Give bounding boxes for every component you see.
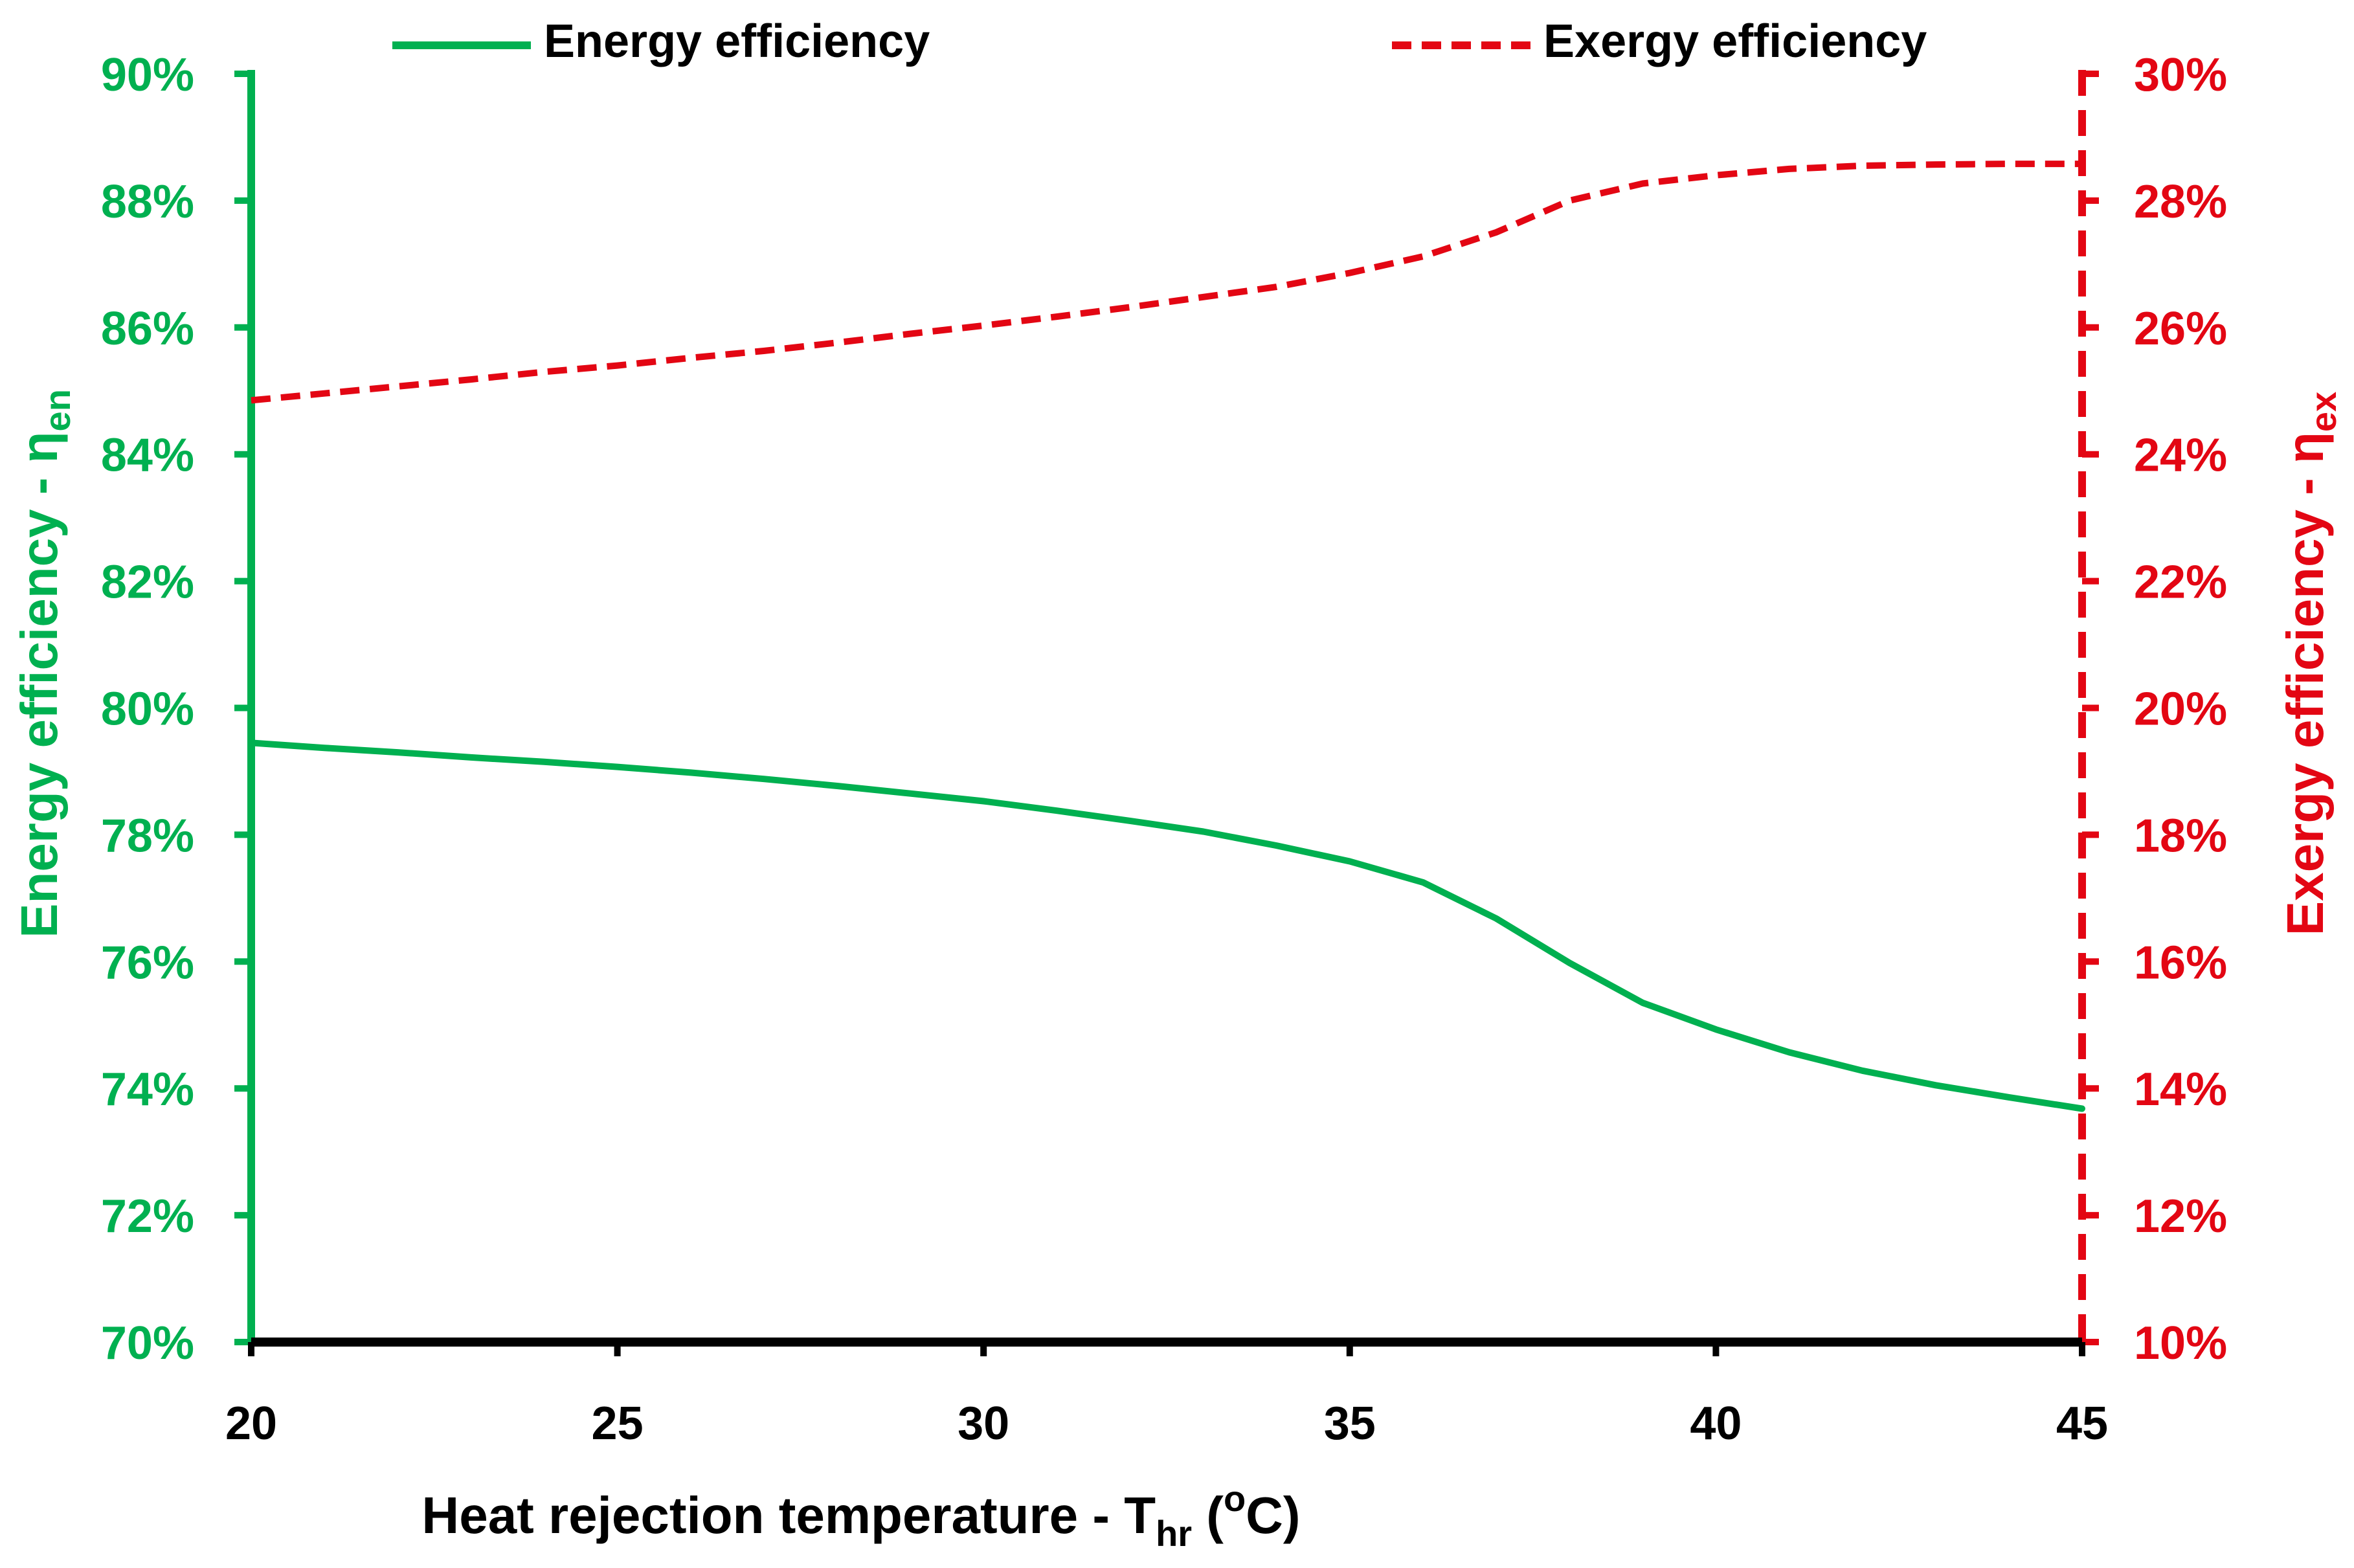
- legend: Energy efficiency Exergy efficiency: [392, 16, 1927, 67]
- data-point-energy: [2008, 1096, 2010, 1099]
- data-point-energy: [1128, 820, 1131, 822]
- y-tick-label-right: 12%: [2134, 1191, 2227, 1242]
- data-point-exergy: [469, 378, 472, 381]
- y-tick-label-left: 80%: [101, 684, 194, 735]
- y-axis-title-left: Energy efficiency - ηen: [10, 389, 78, 938]
- x-tick-label: 25: [592, 1398, 644, 1450]
- series-line-exergy: [251, 161, 2082, 404]
- y-tick-label-left: 76%: [101, 937, 194, 989]
- data-point-exergy: [1714, 174, 1717, 177]
- data-point-energy: [1714, 1028, 1717, 1031]
- data-point-energy: [1788, 1051, 1791, 1053]
- data-point-energy: [1495, 917, 1497, 920]
- data-point-exergy: [763, 350, 765, 352]
- data-point-energy: [250, 741, 252, 744]
- y-tick-label-right: 24%: [2134, 430, 2227, 482]
- data-point-energy: [1275, 844, 1278, 847]
- data-point-exergy: [836, 341, 838, 344]
- data-point-exergy: [982, 324, 985, 327]
- data-point-exergy: [396, 385, 399, 388]
- data-point-exergy: [689, 357, 692, 359]
- data-point-exergy: [616, 364, 619, 367]
- data-point-exergy: [1568, 199, 1571, 202]
- data-point-exergy: [2008, 162, 2010, 165]
- data-point-energy: [323, 746, 326, 749]
- data-point-energy: [2081, 1108, 2083, 1110]
- y-tick-label-left: 88%: [101, 176, 194, 228]
- data-point-energy: [1641, 1002, 1644, 1004]
- data-point-exergy: [1202, 296, 1205, 298]
- data-point-exergy: [1275, 286, 1278, 288]
- y-tick-label-right: 20%: [2134, 684, 2227, 735]
- x-tick-label: 35: [1324, 1398, 1376, 1450]
- y-tick-label-left: 70%: [101, 1317, 194, 1369]
- data-point-exergy: [909, 333, 912, 335]
- legend-label-exergy: Exergy efficiency: [1543, 16, 1927, 67]
- data-point-energy: [1568, 961, 1571, 964]
- y-tick-label-right: 28%: [2134, 176, 2227, 228]
- data-point-exergy: [543, 370, 546, 373]
- data-point-exergy: [1641, 183, 1644, 185]
- data-point-energy: [836, 785, 838, 787]
- tick-labels: 70% 72% 74% 76% 78% 80% 82% 84% 86% 88% 90% 10% 12% 1…: [101, 49, 2227, 1450]
- data-point-exergy: [323, 392, 326, 395]
- data-point-energy: [396, 751, 399, 754]
- y-tick-label-right: 14%: [2134, 1064, 2227, 1115]
- data-point-energy: [1934, 1084, 1937, 1086]
- data-point-exergy: [1788, 168, 1791, 170]
- y-tick-label-right: 26%: [2134, 303, 2227, 355]
- legend-label-energy: Energy efficiency: [544, 16, 930, 67]
- x-tick-label: 45: [2056, 1398, 2108, 1450]
- data-point-exergy: [1495, 231, 1497, 234]
- x-axis-title: Heat rejection temperature - Thr (oC): [421, 1478, 1300, 1554]
- data-point-energy: [982, 800, 985, 803]
- y-tick-label-left: 82%: [101, 557, 194, 609]
- data-point-energy: [1349, 860, 1351, 863]
- data-point-energy: [689, 771, 692, 774]
- x-tick-label: 40: [1690, 1398, 1742, 1450]
- y-axis-title-right: Exergy efficiency - ηex: [2276, 392, 2344, 935]
- data-point-energy: [469, 756, 472, 759]
- data-point-energy: [909, 792, 912, 795]
- x-tick-label: 30: [958, 1398, 1009, 1450]
- y-tick-label-right: 22%: [2134, 557, 2227, 609]
- data-point-exergy: [1422, 255, 1424, 258]
- axes: [247, 70, 2086, 1347]
- data-point-energy: [1202, 831, 1205, 833]
- y-tick-label-left: 90%: [101, 49, 194, 101]
- y-tick-label-left: 86%: [101, 303, 194, 355]
- y-tick-label-left: 84%: [101, 430, 194, 482]
- data-point-energy: [616, 766, 619, 768]
- y-tick-label-right: 16%: [2134, 937, 2227, 989]
- y-tick-label-left: 72%: [101, 1191, 194, 1242]
- y-tick-label-right: 18%: [2134, 810, 2227, 862]
- data-point-exergy: [1861, 164, 1864, 167]
- series-line-energy: [248, 739, 2085, 1112]
- data-point-energy: [1055, 809, 1058, 812]
- data-point-exergy: [250, 399, 252, 401]
- data-point-energy: [543, 761, 546, 763]
- data-point-exergy: [1128, 306, 1131, 309]
- data-point-exergy: [2081, 162, 2083, 165]
- data-point-exergy: [1055, 315, 1058, 318]
- x-tick-label: 20: [225, 1398, 277, 1450]
- data-point-energy: [763, 778, 765, 780]
- y-tick-label-left: 74%: [101, 1064, 194, 1115]
- data-point-energy: [1861, 1070, 1864, 1072]
- data-point-energy: [1422, 881, 1424, 884]
- y-tick-label-right: 10%: [2134, 1317, 2227, 1369]
- y-tick-label-left: 78%: [101, 810, 194, 862]
- data-point-exergy: [1349, 272, 1351, 274]
- y-tick-label-right: 30%: [2134, 49, 2227, 101]
- data-point-exergy: [1934, 163, 1937, 166]
- series-layer: [248, 161, 2085, 1112]
